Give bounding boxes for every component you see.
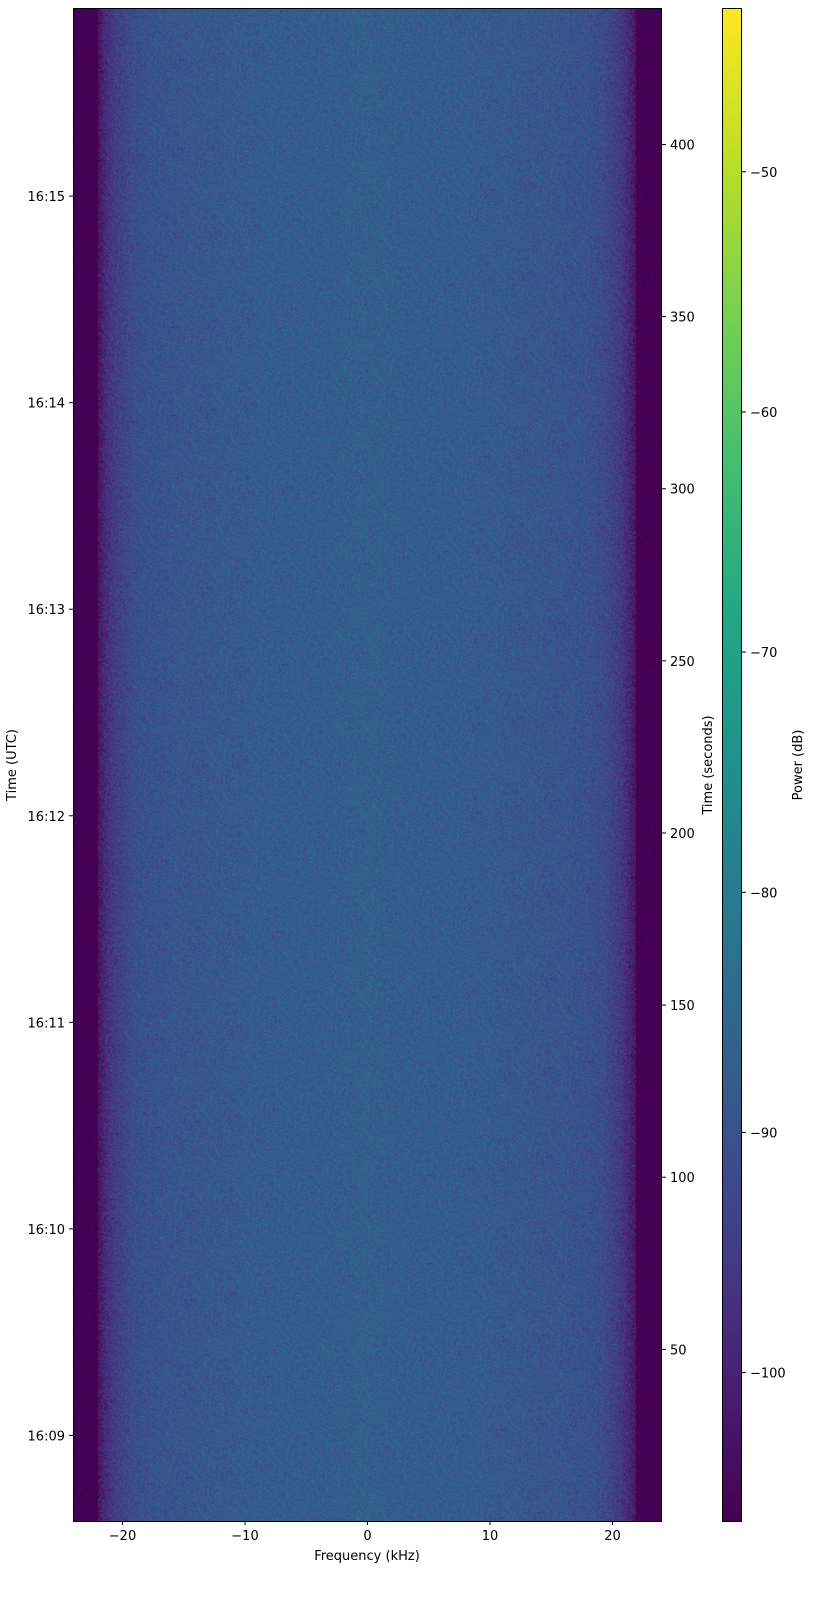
x-tick-label: 10 (482, 1529, 499, 1544)
y-left-tick-label: 16:12 (28, 810, 65, 825)
y-right-tick-label: 400 (670, 138, 695, 153)
y-left-tick-label: 16:10 (28, 1223, 65, 1238)
colorbar-tick-label: −90 (750, 1126, 777, 1141)
x-axis-label: Frequency (kHz) (314, 1549, 420, 1564)
y-right-tick-label: 300 (670, 483, 695, 498)
colorbar-tick-label: −80 (750, 886, 777, 901)
colorbar-gradient (722, 8, 741, 1521)
x-tick-label: 0 (363, 1529, 371, 1544)
colorbar-tick-label: −50 (750, 166, 777, 181)
x-tick-label: −10 (231, 1529, 258, 1544)
y-left-tick-label: 16:14 (28, 397, 65, 412)
spectrogram-image (73, 8, 661, 1521)
y-left-tick-label: 16:11 (28, 1016, 65, 1031)
y-left-tick-label: 16:13 (28, 603, 65, 618)
y-right-tick-label: 200 (670, 827, 695, 842)
y-right-tick-label: 250 (670, 655, 695, 670)
y-right-tick-label: 100 (670, 1171, 695, 1186)
colorbar-frame (722, 8, 742, 1522)
y-right-tick-label: 150 (670, 999, 695, 1014)
y-right-tick-label: 50 (670, 1343, 687, 1358)
colorbar-label: Power (dB) (791, 730, 806, 801)
colorbar-tick-label: −60 (750, 406, 777, 421)
x-tick-label: −20 (109, 1529, 136, 1544)
y-axis-label-left: Time (UTC) (5, 729, 20, 802)
y-right-tick-label: 350 (670, 311, 695, 326)
y-left-tick-label: 16:15 (28, 190, 65, 205)
colorbar-tick-label: −100 (750, 1367, 786, 1382)
colorbar-tick-label: −70 (750, 646, 777, 661)
x-tick-label: 20 (604, 1529, 621, 1544)
y-left-tick-label: 16:09 (28, 1429, 65, 1444)
y-axis-label-right: Time (seconds) (701, 715, 716, 815)
plot-frame (73, 8, 662, 1522)
